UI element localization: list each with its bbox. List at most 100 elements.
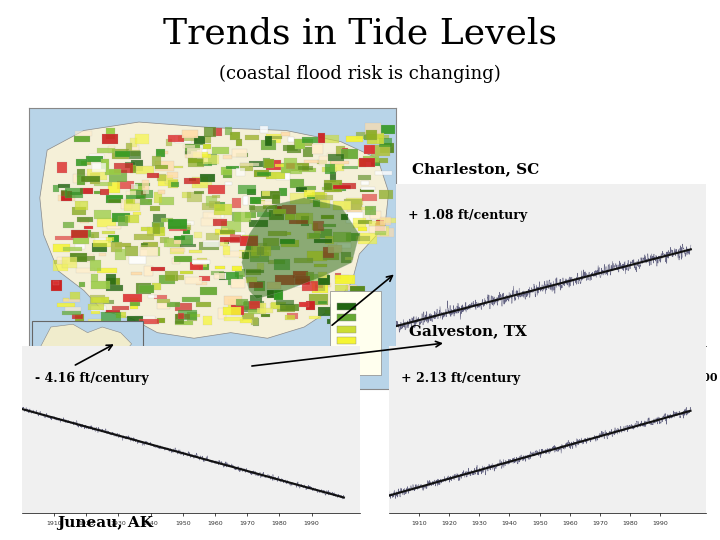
Bar xyxy=(263,158,270,167)
Bar xyxy=(221,167,232,175)
Bar xyxy=(53,260,68,272)
Bar xyxy=(57,256,76,265)
Bar xyxy=(140,245,148,249)
Bar xyxy=(86,156,102,162)
Bar xyxy=(330,161,344,171)
Bar xyxy=(99,253,106,256)
Bar xyxy=(235,268,245,278)
Text: + 2.13 ft/century: + 2.13 ft/century xyxy=(402,373,521,386)
Bar xyxy=(345,257,353,260)
Bar xyxy=(206,196,217,206)
Bar xyxy=(348,199,359,204)
Bar xyxy=(136,192,146,199)
Bar xyxy=(107,195,123,202)
Bar xyxy=(274,206,282,216)
Bar xyxy=(73,230,91,237)
Bar xyxy=(150,206,161,211)
Bar xyxy=(135,234,154,240)
Polygon shape xyxy=(242,198,359,299)
Bar xyxy=(141,242,148,247)
Bar xyxy=(127,145,139,153)
Bar xyxy=(307,194,315,199)
Bar xyxy=(91,280,109,289)
Bar xyxy=(158,190,165,194)
Bar xyxy=(65,188,83,198)
Bar xyxy=(70,253,87,262)
Bar xyxy=(279,239,295,244)
Bar xyxy=(214,273,232,279)
Bar xyxy=(200,287,217,295)
Bar xyxy=(296,187,307,192)
Bar xyxy=(166,139,172,146)
Bar xyxy=(315,285,323,288)
Bar xyxy=(245,212,256,218)
Bar xyxy=(226,272,239,280)
Bar xyxy=(58,302,75,307)
Bar xyxy=(252,200,266,204)
Text: 1900: 1900 xyxy=(390,372,420,383)
Bar xyxy=(323,252,339,260)
Bar xyxy=(261,191,280,199)
Bar xyxy=(172,258,180,264)
Bar xyxy=(94,298,102,302)
Bar xyxy=(268,231,287,235)
Bar xyxy=(375,145,390,156)
Bar xyxy=(346,233,360,241)
Bar xyxy=(183,145,195,149)
Bar xyxy=(369,226,387,233)
Bar xyxy=(111,242,122,252)
Bar xyxy=(279,187,287,196)
Bar xyxy=(76,131,92,136)
Bar xyxy=(196,281,207,285)
Bar xyxy=(309,294,328,305)
Bar xyxy=(193,152,207,157)
Bar xyxy=(245,135,259,140)
Bar xyxy=(179,136,197,141)
Bar xyxy=(95,238,112,246)
Bar xyxy=(220,242,228,246)
Bar xyxy=(235,275,243,284)
Bar xyxy=(174,166,183,168)
Bar xyxy=(224,240,230,244)
Bar xyxy=(174,239,192,244)
Bar xyxy=(346,212,363,222)
Bar xyxy=(351,286,365,295)
Bar xyxy=(230,234,240,244)
Bar xyxy=(157,151,168,153)
Bar xyxy=(315,239,332,242)
Bar xyxy=(318,132,325,144)
Bar xyxy=(302,280,318,291)
Bar xyxy=(242,313,254,320)
Bar xyxy=(130,298,138,309)
Bar xyxy=(158,318,165,322)
Bar xyxy=(356,236,370,241)
Bar xyxy=(184,144,202,155)
Bar xyxy=(330,172,336,182)
Bar xyxy=(137,317,156,324)
Bar xyxy=(304,303,314,307)
Bar xyxy=(246,270,264,273)
Bar xyxy=(135,190,153,198)
Bar xyxy=(377,136,383,144)
Bar xyxy=(168,219,187,229)
Bar xyxy=(180,222,192,230)
Bar xyxy=(202,218,216,226)
Bar xyxy=(154,192,163,202)
Bar xyxy=(100,189,109,195)
Bar xyxy=(199,145,207,156)
Bar xyxy=(62,311,81,315)
Bar xyxy=(106,238,114,241)
Bar xyxy=(247,244,267,253)
Bar xyxy=(306,301,315,310)
Bar xyxy=(268,136,282,139)
Bar xyxy=(228,280,233,285)
Bar xyxy=(325,283,330,287)
Bar xyxy=(197,151,207,155)
Bar xyxy=(65,307,81,310)
Bar xyxy=(181,235,193,245)
Bar xyxy=(346,285,356,290)
Bar xyxy=(341,150,359,159)
Bar xyxy=(75,244,85,249)
Bar xyxy=(266,136,272,146)
Bar xyxy=(231,282,240,287)
